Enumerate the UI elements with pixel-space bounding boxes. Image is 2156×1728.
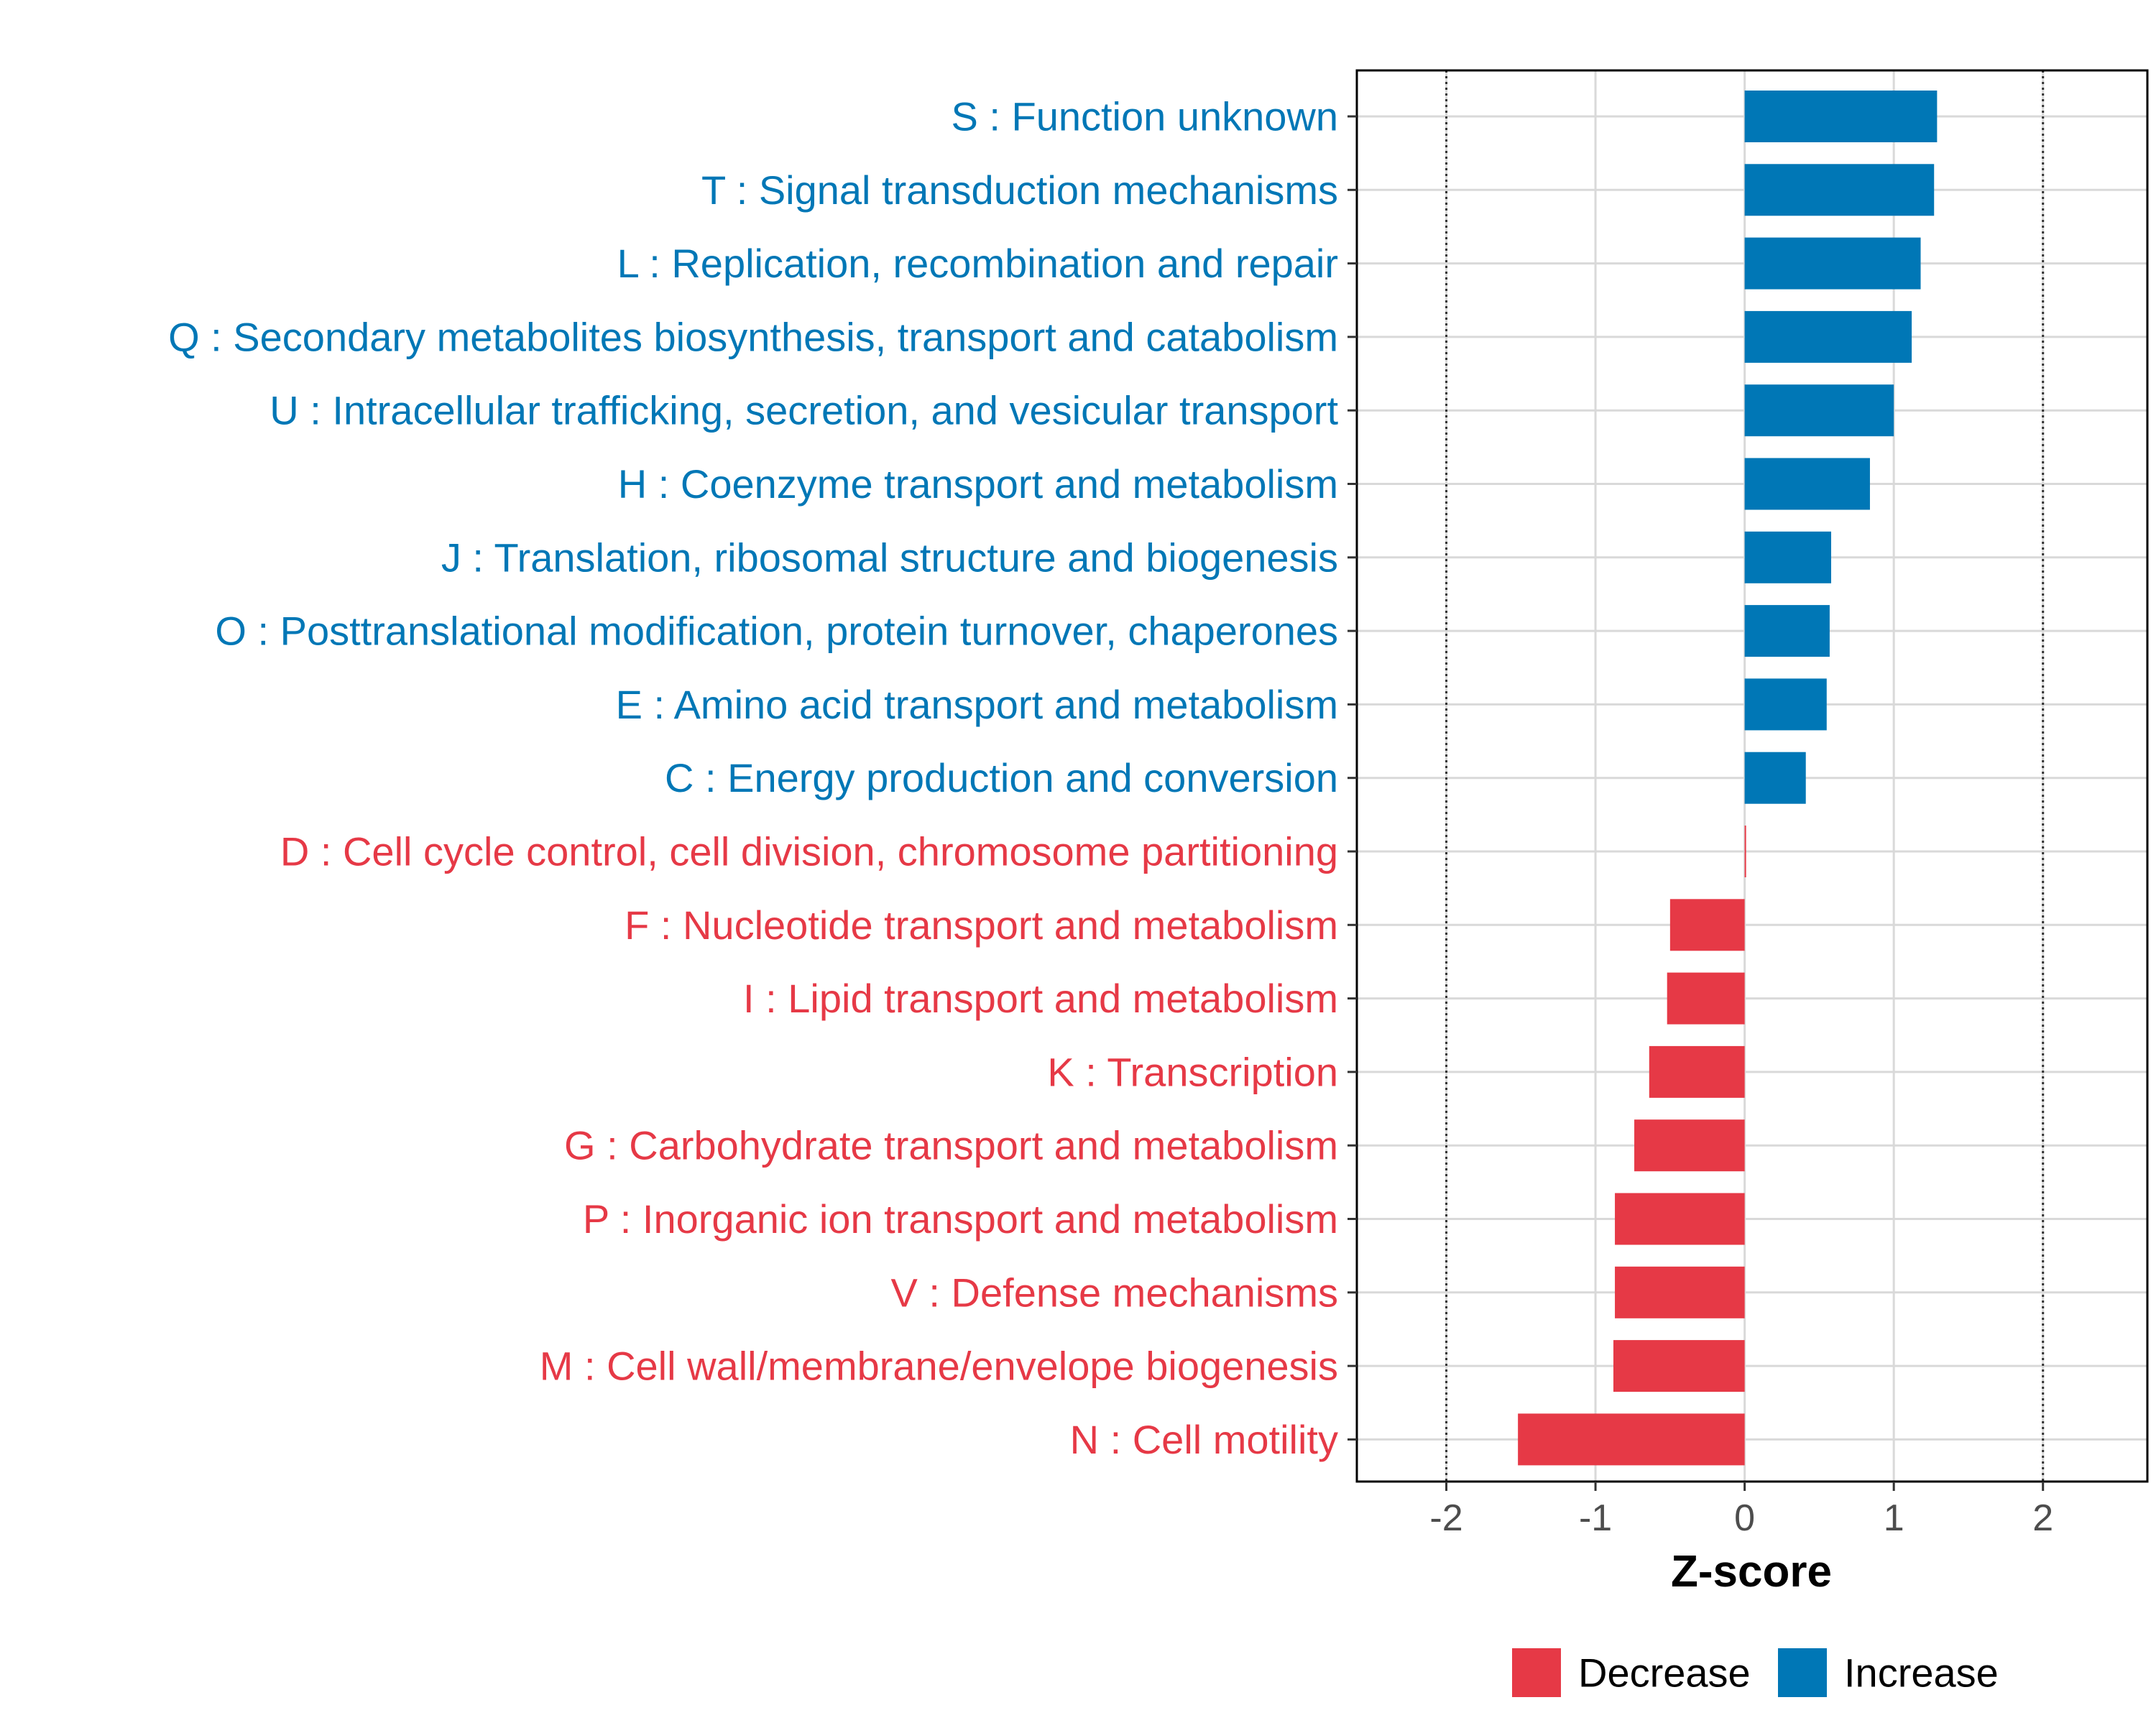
y-tick-label: F : Nucleotide transport and metabolism (625, 902, 1338, 948)
bar (1634, 1119, 1745, 1172)
x-tick-label: 1 (1884, 1497, 1904, 1539)
y-tick-label: G : Carbohydrate transport and metabolis… (564, 1123, 1338, 1168)
y-tick-label: J : Translation, ribosomal structure and… (441, 535, 1338, 580)
y-tick-label: H : Coenzyme transport and metabolism (618, 461, 1338, 507)
x-axis-tick-labels: -2 -1 0 1 2 (1429, 1497, 2053, 1539)
bar (1667, 972, 1745, 1025)
x-tick-label: 2 (2032, 1497, 2053, 1539)
y-tick-label: T : Signal transduction mechanisms (701, 167, 1338, 213)
bar (1744, 826, 1746, 877)
bar (1744, 458, 1870, 510)
y-tick-label: N : Cell motility (1070, 1417, 1338, 1462)
bar (1613, 1340, 1745, 1392)
y-tick-label: L : Replication, recombination and repai… (617, 241, 1338, 286)
legend-key-decrease (1512, 1648, 1561, 1697)
y-axis-tick-labels: S : Function unknown T : Signal transduct… (168, 94, 1338, 1462)
x-tick-label: 0 (1734, 1497, 1755, 1539)
plot-panel-border (1355, 69, 2149, 1483)
x-axis-ticks (1445, 1482, 2045, 1491)
bar (1744, 752, 1806, 804)
y-tick-label: Q : Secondary metabolites biosynthesis, … (168, 314, 1338, 359)
bar (1744, 310, 1912, 363)
y-tick-label: I : Lipid transport and metabolism (743, 976, 1338, 1021)
bar (1744, 91, 1938, 142)
y-tick-label: S : Function unknown (951, 94, 1338, 139)
y-tick-label: V : Defense mechanisms (891, 1270, 1338, 1315)
bar (1744, 164, 1935, 216)
bar (1744, 605, 1830, 657)
x-tick-label: -1 (1579, 1497, 1612, 1539)
y-tick-label: E : Amino acid transport and metabolism (616, 682, 1338, 727)
y-tick-label: C : Energy production and conversion (665, 755, 1338, 800)
bars (1518, 91, 1938, 1466)
bar (1518, 1413, 1745, 1466)
bar (1669, 899, 1745, 951)
bar (1649, 1045, 1745, 1098)
bar (1744, 531, 1831, 583)
legend: Decrease Increase (1512, 1648, 1999, 1697)
legend-label: Increase (1844, 1650, 1999, 1696)
y-tick-label: U : Intracellular trafficking, secretion… (270, 388, 1338, 433)
bar (1744, 237, 1921, 290)
bar (1615, 1266, 1745, 1318)
y-tick-label: K : Transcription (1047, 1049, 1338, 1094)
x-axis-title: Z-score (1671, 1547, 1832, 1597)
y-axis-ticks (1348, 115, 1357, 1441)
legend-key-increase (1778, 1648, 1827, 1697)
bar (1615, 1193, 1745, 1245)
y-tick-label: D : Cell cycle control, cell division, c… (280, 829, 1338, 874)
legend-label: Decrease (1578, 1650, 1751, 1696)
y-tick-label: O : Posttranslational modification, prot… (215, 609, 1338, 654)
y-tick-label: P : Inorganic ion transport and metaboli… (583, 1196, 1338, 1242)
bar (1744, 384, 1894, 437)
x-tick-label: -2 (1429, 1497, 1462, 1539)
y-tick-label: M : Cell wall/membrane/envelope biogenes… (540, 1344, 1338, 1389)
bar (1744, 678, 1827, 731)
